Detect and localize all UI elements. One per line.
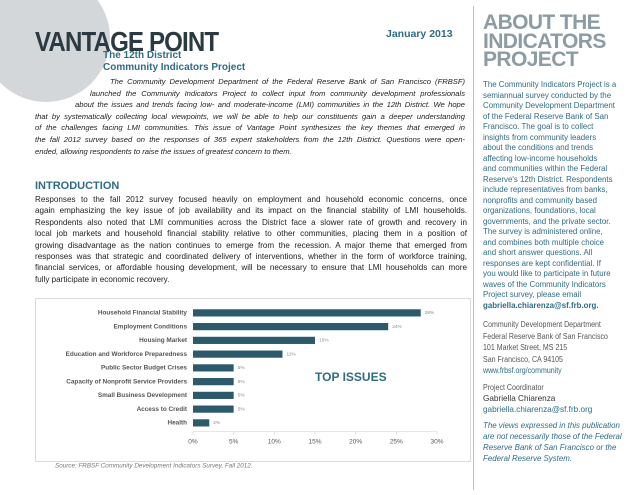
value-label: 2% xyxy=(213,420,221,426)
value-label: 11% xyxy=(286,351,296,357)
body-line: again emphasizing the key issue of job a… xyxy=(35,206,467,216)
sidebar-text: responses are kept confidential. If xyxy=(483,258,601,268)
sidebar-text: and communities within the Federal xyxy=(483,164,608,173)
sidebar-text: organizations, foundations, local xyxy=(483,206,596,215)
chart-source: Source: FRBSF Community Development Indi… xyxy=(55,463,253,470)
summary-line: of the challenges facing LMI communities… xyxy=(35,123,465,133)
body-line: financial services, or affordable housin… xyxy=(35,263,467,273)
x-tick-label: 20% xyxy=(349,438,362,445)
sidebar-text: of the Federal Reserve Bank of San xyxy=(483,111,609,121)
value-label: 5% xyxy=(238,393,246,399)
x-tick-label: 15% xyxy=(308,438,321,445)
website: www.frbsf.org/community xyxy=(483,365,562,375)
sidebar-heading: INDICATORS xyxy=(483,29,606,53)
sidebar-text: Community Development Department xyxy=(483,101,616,110)
summary-line: about the issues and trends facing low- … xyxy=(75,100,465,110)
x-tick-label: 30% xyxy=(430,438,443,445)
sidebar-text: semiannual survey conducted by the xyxy=(483,90,612,100)
subtitle: The 12th District xyxy=(103,50,182,61)
bar xyxy=(193,364,234,372)
bar xyxy=(193,309,421,317)
body-line: Responses to the fall 2012 survey focuse… xyxy=(35,195,467,204)
sidebar-heading: ABOUT THE xyxy=(483,11,601,34)
disclaimer: Reserve Bank of San Francisco or the xyxy=(483,443,617,452)
bar xyxy=(193,378,234,386)
disclaimer: The views expressed in this publication xyxy=(483,421,620,430)
x-tick-label: 5% xyxy=(229,438,239,445)
sidebar-text: you would like to participate in future xyxy=(483,269,611,278)
sidebar-text: include representatives from banks, xyxy=(483,185,608,194)
coordinator-name: Gabriella Chiarenza xyxy=(483,394,556,403)
body-line: Respondents also noted that LMI communit… xyxy=(35,217,467,227)
chart-title: TOP ISSUES xyxy=(315,370,387,384)
bar xyxy=(193,350,283,358)
logo-circle xyxy=(0,0,110,102)
value-label: 28% xyxy=(425,310,435,316)
sidebar-text: Project survey, please email xyxy=(483,290,582,299)
sidebar-text: waves of the Community Indicators xyxy=(483,279,606,289)
title: VANTAGE POINT xyxy=(35,26,219,57)
bar xyxy=(193,323,389,331)
contact-line: 101 Market Street, MS 215 xyxy=(483,342,568,352)
category-label: Employment Conditions xyxy=(114,323,188,330)
category-label: Small Business Development xyxy=(98,392,188,399)
bar xyxy=(193,419,210,427)
category-label: Access to Credit xyxy=(137,406,188,413)
sidebar-heading: PROJECT xyxy=(483,48,579,71)
summary-line: The Community Development Department of … xyxy=(110,77,465,86)
subtitle: Community Indicators Project xyxy=(103,62,246,73)
contact-line: Community Development Department xyxy=(483,319,601,329)
category-label: Health xyxy=(167,420,187,427)
sidebar-text: and short answer questions. All xyxy=(483,248,593,257)
date: January 2013 xyxy=(386,28,453,40)
chart-frame xyxy=(35,298,471,462)
contact-line: Federal Reserve Bank of San Francisco xyxy=(483,330,608,341)
contact-line: San Francisco, CA 94105 xyxy=(483,353,563,364)
coordinator-label: Project Coordinator xyxy=(483,382,544,392)
disclaimer: Federal Reserve System. xyxy=(483,454,573,463)
sidebar-text: Francisco. The goal is to collect xyxy=(483,122,594,131)
summary-line: that by systematically collecting local … xyxy=(35,111,465,121)
value-label: 24% xyxy=(392,324,402,330)
email: gabriella.chiarenza@sf.frb.org. xyxy=(483,301,599,310)
category-label: Household Financial Stability xyxy=(98,310,188,317)
body-line: growing disadvantage as the nation conti… xyxy=(35,240,467,250)
bar xyxy=(193,391,234,399)
body-line: fully participate in economic recovery. xyxy=(35,274,170,284)
sidebar-text: Reserve's 12th District. Respondents xyxy=(483,174,613,184)
sidebar-text: The survey is administered online, xyxy=(483,227,603,236)
summary-line: ended, allowing respondents to raise the… xyxy=(35,146,292,156)
bar xyxy=(193,336,315,344)
section-heading: INTRODUCTION xyxy=(35,180,120,192)
body-line: local job markets and household financia… xyxy=(35,229,467,239)
bar xyxy=(193,405,234,413)
x-tick-label: 0% xyxy=(188,438,198,445)
sidebar-text: and combines both multiple choice xyxy=(483,237,605,247)
value-label: 5% xyxy=(238,406,246,412)
sidebar-text: The Community Indicators Project is a xyxy=(483,80,617,89)
summary-line: the fall 2012 survey based on the respon… xyxy=(35,135,465,144)
sidebar-text: nonprofits and community based xyxy=(483,195,598,205)
value-label: 5% xyxy=(238,379,246,385)
sidebar-text: affecting low-income households xyxy=(483,153,598,163)
category-label: Housing Market xyxy=(139,337,188,344)
disclaimer: are not necessarily those of the Federal xyxy=(483,432,622,441)
coordinator-email: gabriella.chiarenza@sf.frb.org xyxy=(483,405,593,414)
category-label: Education and Workforce Preparedness xyxy=(66,351,188,358)
value-label: 5% xyxy=(238,365,246,371)
body-line: responses was that strategic and coordin… xyxy=(35,252,467,261)
sidebar-text: governments, and the private sector. xyxy=(483,216,611,226)
x-tick-label: 10% xyxy=(268,438,281,445)
value-label: 15% xyxy=(319,338,329,344)
sidebar-text: insights from community leaders xyxy=(483,132,597,142)
category-label: Capacity of Nonprofit Service Providers xyxy=(66,378,187,385)
summary-line: launched the Community Indicators Projec… xyxy=(90,88,465,98)
sidebar-text: about the conditions and trends xyxy=(483,143,594,152)
category-label: Public Sector Budget Crises xyxy=(101,365,187,372)
x-tick-label: 25% xyxy=(390,438,403,445)
